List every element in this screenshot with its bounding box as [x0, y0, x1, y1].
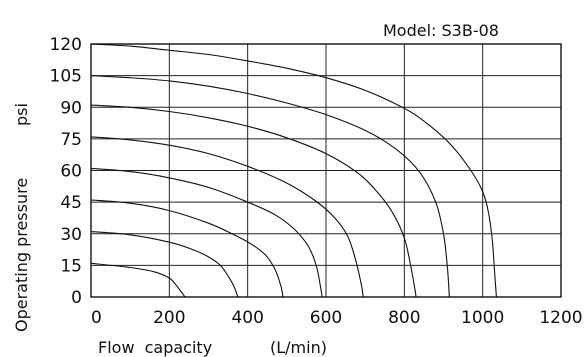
- y-tick-label: 105: [50, 67, 82, 87]
- pressure-flow-curve: [90, 231, 239, 298]
- x-tick-label: 200: [153, 308, 185, 328]
- x-tick-label: 1200: [539, 308, 582, 328]
- pressure-flow-curve: [90, 104, 417, 298]
- y-tick-label: 15: [60, 256, 82, 276]
- pressure-flow-curve: [90, 262, 186, 298]
- x-axis-label: Flow capacity: [98, 338, 212, 357]
- x-axis-unit: (L/min): [270, 338, 327, 357]
- curves-layer: [90, 43, 497, 298]
- y-tick-label: 30: [60, 225, 82, 245]
- x-tick-label: 1000: [461, 308, 504, 328]
- y-tick-label: 75: [60, 130, 82, 150]
- y-tick-label: 60: [60, 162, 82, 182]
- y-tick-label: 120: [50, 35, 82, 55]
- x-tick-label: 0: [91, 308, 102, 328]
- x-tick-label: 600: [310, 308, 342, 328]
- grid-layer: [91, 44, 561, 297]
- pressure-flow-curve: [90, 199, 284, 298]
- y-tick-label: 45: [60, 193, 82, 213]
- model-label: Model: S3B-08: [383, 21, 499, 40]
- pressure-flow-curve: [90, 136, 364, 298]
- x-tick-label: 400: [231, 308, 263, 328]
- y-axis-unit: psi: [12, 103, 31, 126]
- y-tick-label: 90: [60, 98, 82, 118]
- pressure-flow-curve: [90, 75, 450, 298]
- x-tick-label: 800: [388, 308, 420, 328]
- pressure-flow-curve: [90, 167, 323, 298]
- plot-frame: [90, 43, 562, 298]
- pressure-flow-curve: [90, 43, 497, 298]
- y-axis-label: Operating pressure: [12, 178, 31, 332]
- y-tick-label: 0: [71, 288, 82, 308]
